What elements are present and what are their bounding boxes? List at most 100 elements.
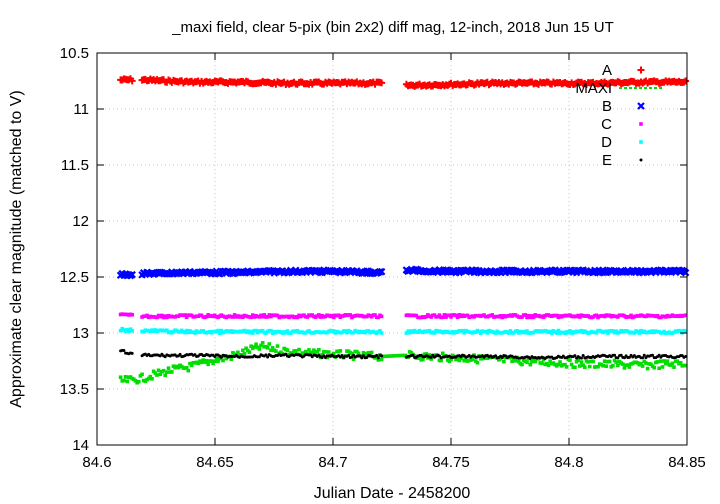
- x-tick-label: 84.65: [196, 454, 234, 471]
- data-point-d: [165, 328, 169, 333]
- data-point-maxi: [678, 361, 683, 365]
- data-point-maxi: [675, 359, 680, 364]
- data-point-d: [127, 329, 131, 334]
- data-point-maxi: [397, 353, 402, 358]
- data-point-maxi: [275, 344, 280, 348]
- data-point-maxi: [640, 364, 645, 368]
- data-point-e: [573, 354, 577, 358]
- data-point-d: [606, 331, 610, 335]
- data-point-e: [641, 356, 645, 360]
- data-point-legend-swatch: [639, 158, 643, 162]
- data-point-maxi: [611, 363, 615, 368]
- data-point-a: [682, 77, 690, 85]
- data-point-maxi: [270, 346, 275, 350]
- data-point-d: [568, 329, 572, 333]
- data-layer: [116, 75, 690, 385]
- data-point-maxi: [421, 357, 425, 362]
- data-point-c: [260, 314, 265, 319]
- data-point-maxi: [184, 365, 189, 370]
- data-point-c: [130, 312, 134, 317]
- series-b: [116, 265, 690, 280]
- data-point-maxi: [196, 361, 201, 366]
- data-point-maxi: [541, 357, 546, 362]
- data-point-d: [556, 328, 561, 333]
- data-point-c: [442, 313, 447, 317]
- data-point-d: [604, 329, 609, 334]
- data-point-maxi: [601, 363, 605, 368]
- x-tick-label: 84.75: [432, 454, 470, 471]
- y-tick-label: 12.5: [60, 269, 89, 286]
- data-point-maxi: [366, 350, 371, 355]
- data-point-d: [594, 330, 599, 335]
- y-tick-label: 11.5: [61, 157, 89, 174]
- y-tick-label: 11: [73, 101, 89, 118]
- data-point-maxi: [531, 357, 536, 362]
- y-tick-label: 10.5: [60, 45, 89, 62]
- data-point-c: [305, 315, 310, 319]
- data-point-maxi: [201, 358, 205, 362]
- data-point-e: [627, 355, 631, 359]
- data-point-maxi: [579, 360, 584, 364]
- data-point-maxi: [150, 377, 154, 381]
- x-tick-label: 84.6: [82, 454, 111, 471]
- data-point-maxi: [363, 352, 367, 356]
- series-e: [119, 348, 688, 361]
- data-point-maxi: [338, 349, 343, 353]
- data-point-maxi: [621, 362, 625, 366]
- data-point-maxi: [663, 361, 668, 366]
- data-point-maxi: [133, 378, 138, 383]
- data-point-e: [361, 354, 365, 358]
- y-tick-label: 13.5: [60, 381, 89, 398]
- data-point-d: [118, 328, 123, 333]
- data-point-c: [155, 315, 159, 320]
- data-point-maxi: [252, 345, 257, 349]
- data-point-maxi: [516, 359, 521, 364]
- data-point-maxi: [383, 354, 388, 359]
- data-point-maxi: [459, 356, 463, 361]
- data-point-maxi: [151, 369, 156, 374]
- data-point-e: [494, 354, 498, 358]
- data-point-c: [145, 313, 149, 318]
- data-point-c: [520, 315, 524, 319]
- data-point-b: [681, 268, 690, 277]
- data-point-maxi: [576, 358, 581, 363]
- data-point-e: [219, 355, 223, 359]
- data-point-maxi: [325, 355, 329, 360]
- data-point-maxi: [186, 368, 191, 373]
- data-point-maxi: [163, 373, 168, 378]
- data-point-d: [508, 329, 513, 333]
- data-point-maxi: [285, 348, 290, 352]
- data-point-maxi: [249, 344, 253, 349]
- data-point-c: [160, 313, 164, 318]
- data-point-e: [264, 353, 268, 357]
- data-point-d: [549, 331, 554, 335]
- data-point-maxi: [546, 363, 551, 367]
- data-point-c: [249, 315, 253, 320]
- data-point-maxi: [140, 372, 144, 377]
- data-point-maxi: [587, 364, 592, 369]
- data-point-maxi: [259, 343, 263, 348]
- data-point-e: [613, 353, 617, 357]
- data-point-maxi: [657, 366, 661, 371]
- data-point-c: [578, 315, 582, 319]
- data-point-d: [632, 331, 637, 335]
- data-point-maxi: [427, 353, 432, 357]
- data-point-maxi: [364, 353, 369, 358]
- data-point-maxi: [403, 353, 408, 358]
- data-point-maxi: [221, 358, 225, 363]
- data-point-maxi: [156, 368, 161, 373]
- data-point-d: [345, 330, 349, 335]
- legend-label: E: [602, 152, 612, 169]
- y-tick-label: 12: [72, 213, 89, 230]
- data-point-e: [642, 353, 646, 357]
- data-point-c: [440, 315, 445, 319]
- data-point-maxi: [520, 362, 524, 367]
- data-point-maxi: [578, 364, 582, 368]
- y-axis-label: Approximate clear magnitude (matched to …: [8, 90, 25, 407]
- data-point-maxi: [563, 362, 567, 367]
- data-point-maxi: [440, 351, 445, 356]
- data-point-e: [619, 353, 623, 357]
- data-point-maxi: [429, 357, 433, 361]
- data-point-maxi: [189, 363, 194, 368]
- data-point-c: [231, 315, 235, 319]
